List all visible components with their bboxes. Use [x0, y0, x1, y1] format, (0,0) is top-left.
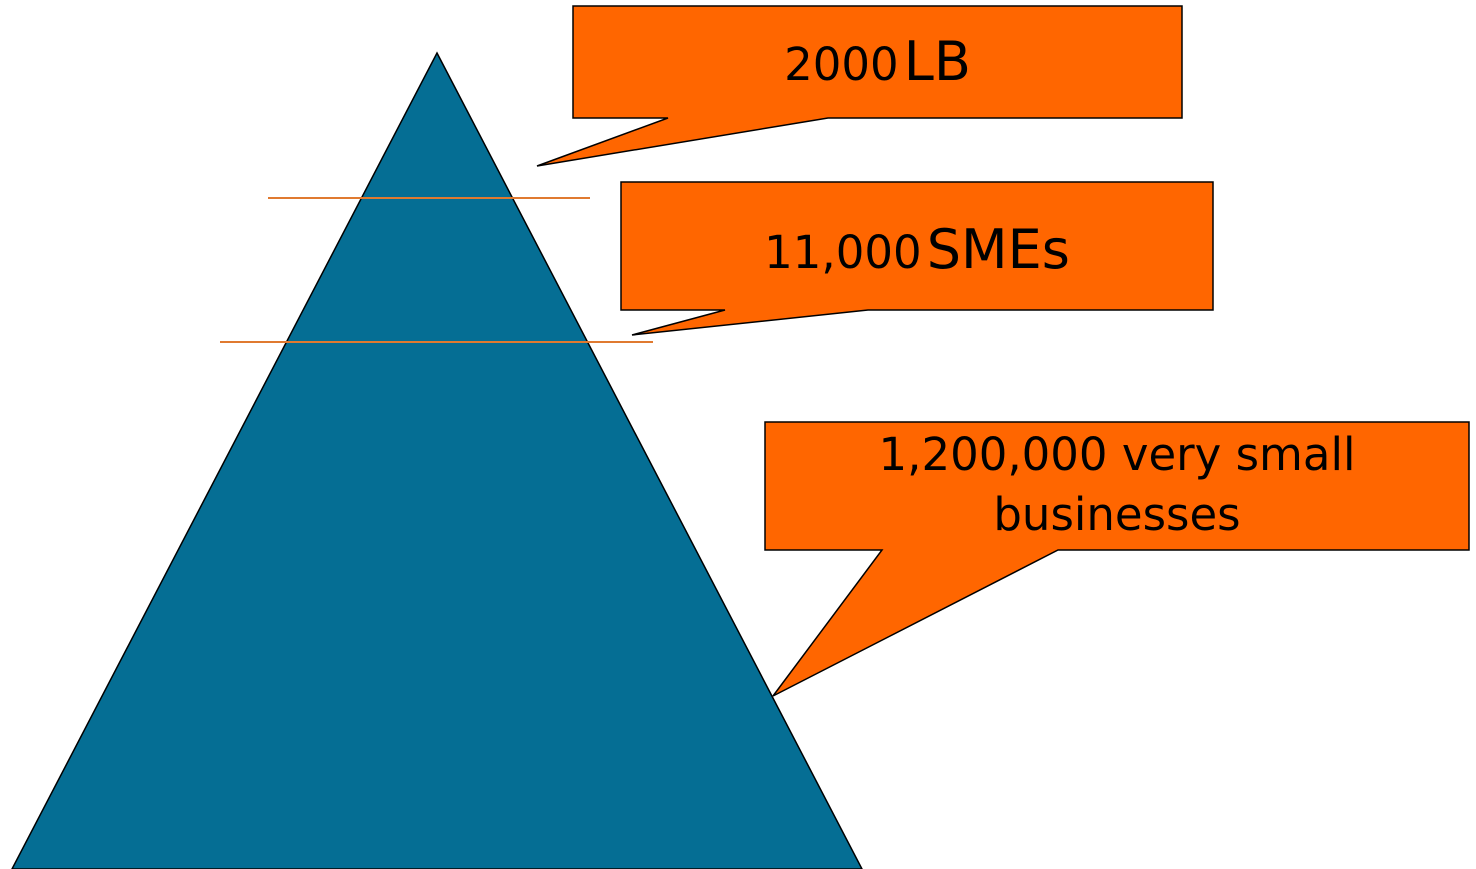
sme-count: 11,000	[764, 226, 922, 279]
callout-smes	[620, 181, 1214, 336]
callout-lb-label: 2000 LB	[573, 30, 1182, 95]
sme-unit: SMEs	[926, 218, 1070, 281]
callout-very-small-businesses-label: 1,200,000 very small businesses	[878, 428, 1356, 541]
lb-unit: LB	[903, 30, 971, 93]
callout-lb	[536, 5, 1183, 167]
pyramid	[11, 51, 863, 869]
lb-count: 2000	[784, 38, 899, 91]
callout-very-small-businesses	[764, 421, 1470, 697]
callout-smes-label: 11,000 SMEs	[621, 218, 1213, 283]
